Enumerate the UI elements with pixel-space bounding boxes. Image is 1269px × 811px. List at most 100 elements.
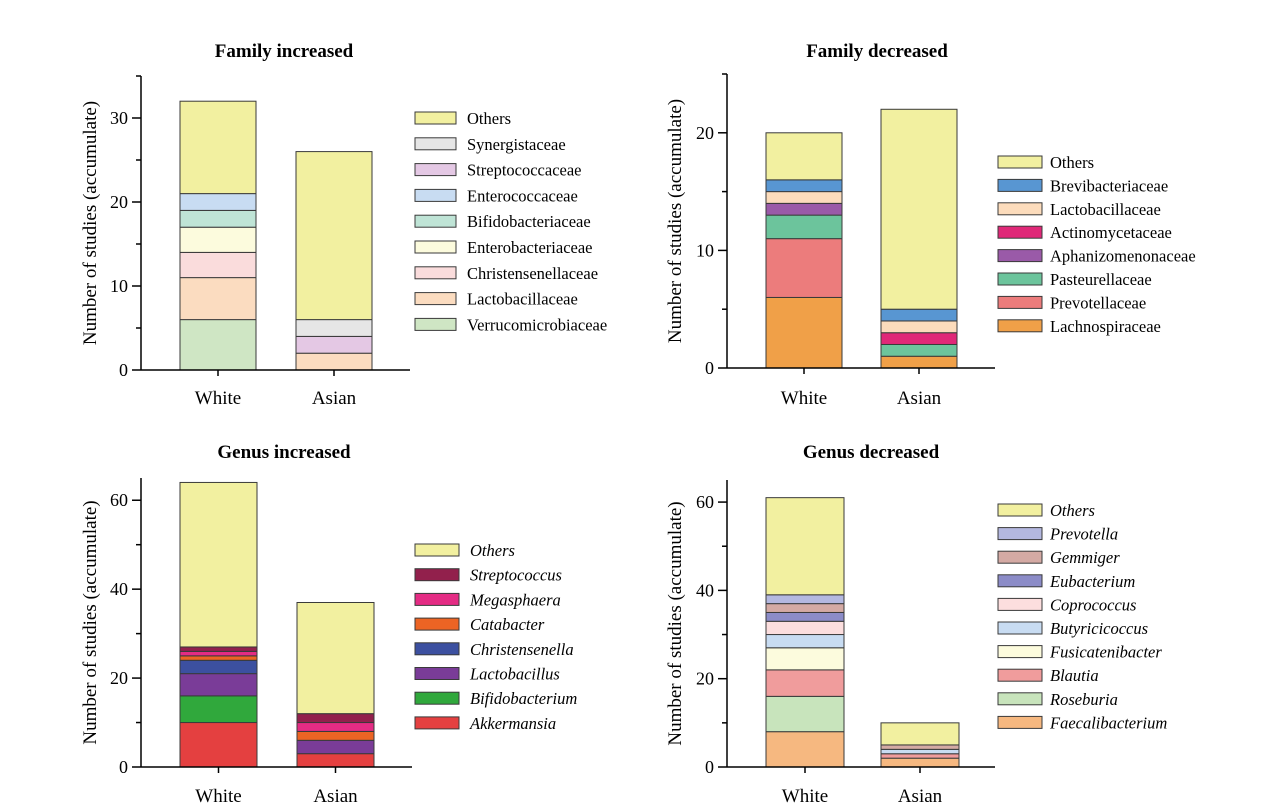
chart-title: Family increased xyxy=(215,41,354,62)
bar-segment-asian-streptococcaceae xyxy=(295,335,373,354)
bar-segment-white-lachnospiraceae xyxy=(765,296,843,369)
y-tick-label: 0 xyxy=(705,358,714,378)
y-tick-label: 20 xyxy=(110,668,128,688)
legend-label-coprococcus: Coprococcus xyxy=(1050,595,1136,614)
legend-label-lactobacillus: Lactobacillus xyxy=(469,665,560,684)
legend-swatch-eubacterium xyxy=(997,574,1043,588)
legend-label-streptococcaceae: Streptococcaceae xyxy=(467,161,582,180)
legend: Others Streptococcus Megasphaera Catabacter… xyxy=(414,541,577,733)
bar-segment-asian-others xyxy=(880,722,960,746)
legend-label-fusicatenibacter: Fusicatenibacter xyxy=(1049,643,1162,662)
legend-swatch-roseburia xyxy=(997,692,1043,706)
legend-label-gemmiger: Gemmiger xyxy=(1050,548,1120,567)
legend-swatch-butyricicoccus xyxy=(997,621,1043,635)
bar-segment-white-fusicatenibacter xyxy=(765,647,845,671)
bar-segment-asian-actinomycetaceae xyxy=(880,332,958,345)
bar-segment-asian-brevibacteriaceae xyxy=(880,308,958,322)
legend-swatch-gemmiger xyxy=(997,550,1043,564)
bar-segment-white-megasphaera xyxy=(179,650,258,657)
legend-swatch-others xyxy=(997,155,1043,169)
legend-label-megasphaera: Megasphaera xyxy=(469,590,561,609)
y-tick-label: 0 xyxy=(119,757,128,777)
legend-swatch-coprococcus xyxy=(997,597,1043,611)
bar-segment-white-streptococcus xyxy=(179,646,258,652)
x-tick-label-asian: Asian xyxy=(898,786,943,807)
chart-panel-family-increased: Family increased Number of studies (accum… xyxy=(80,41,607,409)
legend-swatch-bifidobacterium xyxy=(414,691,460,705)
y-axis-label: Number of studies (accumulate) xyxy=(665,99,686,343)
legend-swatch-synergistaceae xyxy=(414,137,457,151)
y-tick-label: 20 xyxy=(110,192,128,212)
bar-segment-white-prevotella xyxy=(765,594,845,605)
legend-swatch-prevotella xyxy=(997,527,1043,541)
bar-segment-white-lactobacillus xyxy=(179,673,258,697)
legend-swatch-aphanizomenonaceae xyxy=(997,249,1043,263)
bar-segment-white-others xyxy=(179,481,258,648)
bar-segment-asian-catabacter xyxy=(296,730,375,741)
bar-segment-asian-others xyxy=(295,151,373,321)
y-axis-label: Number of studies (accumulate) xyxy=(80,101,101,345)
bar-segment-white-akkermansia xyxy=(179,722,258,768)
x-tick-label-white: White xyxy=(195,786,241,807)
bar-segment-asian-megasphaera xyxy=(296,722,375,732)
legend-swatch-megasphaera xyxy=(414,592,460,606)
y-tick-label: 0 xyxy=(705,757,714,777)
legend: Others Prevotella Gemmiger Eubacterium Copro… xyxy=(997,501,1167,732)
legend-swatch-blautia xyxy=(997,668,1043,682)
y-axis-label: Number of studies (accumulate) xyxy=(665,501,686,745)
legend-label-aphanizomenonaceae: Aphanizomenonaceae xyxy=(1050,247,1196,266)
y-tick-label: 60 xyxy=(110,490,128,510)
bar-segment-white-catabacter xyxy=(179,655,258,661)
bar-segment-white-christensenellaceae xyxy=(179,251,257,279)
legend-swatch-streptococcaceae xyxy=(414,163,457,177)
legend-label-verrucomicrobiaceae: Verrucomicrobiaceae xyxy=(467,315,607,334)
legend-label-bifidobacteriaceae: Bifidobacteriaceae xyxy=(467,212,591,231)
bar-segment-white-blautia xyxy=(765,669,845,697)
x-tick-label-asian: Asian xyxy=(897,388,942,409)
legend: Others Brevibacteriaceae Lactobacillaceae A… xyxy=(997,153,1196,336)
bar-segment-asian-faecalibacterium xyxy=(880,757,960,768)
legend-swatch-actinomycetaceae xyxy=(997,225,1043,239)
legend-swatch-verrucomicrobiaceae xyxy=(414,317,457,331)
legend-label-brevibacteriaceae: Brevibacteriaceae xyxy=(1050,176,1168,195)
bar-segment-white-butyricicoccus xyxy=(765,634,845,649)
bar-segment-white-gemmiger xyxy=(765,603,845,613)
y-tick-label: 60 xyxy=(696,492,714,512)
bar-segment-white-prevotellaceae xyxy=(765,238,843,298)
legend-label-lachnospiraceae: Lachnospiraceae xyxy=(1050,317,1161,336)
bar-segment-white-bifidobacteriaceae xyxy=(179,209,257,228)
legend-swatch-faecalibacterium xyxy=(997,715,1043,729)
x-tick-label-asian: Asian xyxy=(312,388,357,409)
y-tick-label: 40 xyxy=(110,579,128,599)
bar-segment-asian-lachnospiraceae xyxy=(880,355,958,369)
legend-swatch-others xyxy=(414,543,460,557)
bar-segment-white-others xyxy=(765,497,845,596)
x-tick-label-asian: Asian xyxy=(313,786,358,807)
y-axis-label: Number of studies (accumulate) xyxy=(80,500,101,744)
bar-segment-white-lactobacillaceae xyxy=(179,277,257,321)
legend-label-catabacter: Catabacter xyxy=(470,615,545,634)
legend-label-akkermansia: Akkermansia xyxy=(469,714,556,733)
legend-label-prevotellaceae: Prevotellaceae xyxy=(1050,293,1146,312)
legend-label-synergistaceae: Synergistaceae xyxy=(467,135,566,154)
bar-segment-asian-gemmiger xyxy=(880,744,960,750)
bar-segment-white-bifidobacterium xyxy=(179,695,258,724)
x-tick-label-white: White xyxy=(195,388,241,409)
legend-swatch-prevotellaceae xyxy=(997,295,1043,309)
chart-panel-family-decreased: Family decreased Number of studies (accum… xyxy=(665,41,1196,409)
x-tick-label-white: White xyxy=(782,786,828,807)
legend-swatch-akkermansia xyxy=(414,716,460,730)
legend-swatch-others xyxy=(997,503,1043,517)
x-tick-label-white: White xyxy=(781,388,827,409)
bar-segment-white-coprococcus xyxy=(765,620,845,636)
bar-segment-asian-others xyxy=(296,601,375,715)
legend-label-faecalibacterium: Faecalibacterium xyxy=(1049,713,1167,732)
bar-segment-white-others xyxy=(179,100,257,195)
legend-label-christensenella: Christensenella xyxy=(470,640,574,659)
bar-segment-white-christensenella xyxy=(179,659,258,675)
bar-segment-asian-streptococcus xyxy=(296,713,375,724)
legend-label-others: Others xyxy=(1050,501,1095,520)
y-tick-label: 10 xyxy=(696,240,714,260)
legend-label-bifidobacterium: Bifidobacterium xyxy=(470,689,577,708)
